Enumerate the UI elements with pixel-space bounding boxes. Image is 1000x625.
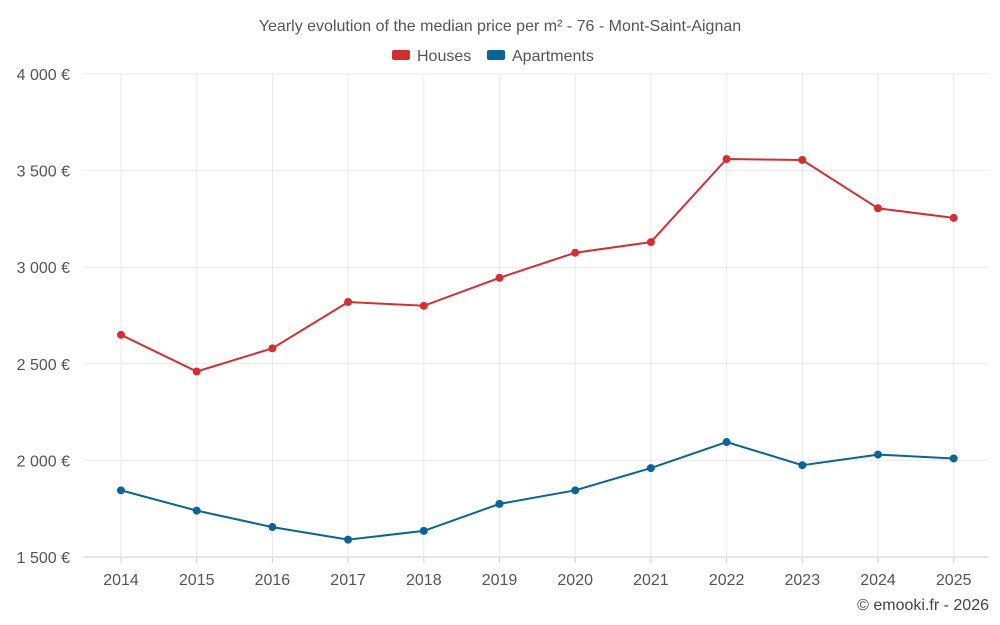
data-point-apartments bbox=[117, 486, 125, 495]
data-point-houses bbox=[344, 297, 353, 306]
x-tick-label: 2021 bbox=[633, 572, 669, 589]
y-axis: 1 500 € 2 000 € 2 500 € 3 000 € 3 500 € 4 000… bbox=[17, 67, 70, 567]
x-tick-label: 2023 bbox=[785, 572, 821, 589]
series-line-houses bbox=[120, 157, 954, 373]
data-point-apartments bbox=[722, 438, 731, 447]
data-point-apartments bbox=[419, 526, 428, 535]
data-point-houses bbox=[798, 155, 807, 164]
x-tick-label: 2018 bbox=[406, 572, 442, 589]
x-tick-label: 2022 bbox=[709, 572, 745, 589]
data-point-apartments bbox=[949, 454, 958, 463]
x-tick-label: 2017 bbox=[330, 572, 366, 589]
legend-swatch-houses bbox=[392, 50, 410, 60]
data-point-apartments bbox=[192, 506, 201, 515]
legend-label-apartments: Apartments bbox=[512, 48, 594, 65]
y-tick-label: 4 000 € bbox=[17, 67, 70, 84]
y-tick-label: 3 000 € bbox=[17, 260, 70, 277]
x-tick-label: 2015 bbox=[179, 572, 215, 589]
data-point-apartments bbox=[646, 464, 655, 473]
data-point-houses bbox=[192, 367, 201, 376]
legend-swatch-apartments bbox=[487, 50, 505, 60]
data-point-houses bbox=[722, 155, 731, 164]
data-point-houses bbox=[268, 344, 277, 353]
credit-text: © emooki.fr - 2026 bbox=[857, 597, 989, 614]
y-tick-label: 3 500 € bbox=[17, 164, 70, 181]
chart-legend: Houses Apartments bbox=[392, 48, 594, 65]
legend-label-houses: Houses bbox=[417, 48, 471, 65]
data-point-houses bbox=[874, 204, 882, 213]
y-tick-label: 2 000 € bbox=[17, 453, 70, 470]
y-tick-label: 1 500 € bbox=[17, 550, 70, 567]
x-tick-label: 2020 bbox=[557, 572, 593, 589]
data-point-apartments bbox=[268, 523, 277, 532]
chart-series bbox=[117, 155, 958, 544]
data-point-houses bbox=[646, 238, 655, 247]
chart-grid bbox=[83, 73, 989, 558]
data-point-apartments bbox=[798, 461, 807, 470]
x-tick-label: 2024 bbox=[860, 572, 896, 589]
data-point-houses bbox=[117, 330, 125, 339]
data-point-apartments bbox=[495, 499, 504, 508]
data-point-houses bbox=[495, 273, 504, 282]
data-point-houses bbox=[949, 213, 958, 222]
x-tick-label: 2014 bbox=[103, 572, 139, 589]
x-tick-label: 2019 bbox=[482, 572, 518, 589]
x-tick-label: 2016 bbox=[255, 572, 291, 589]
data-point-apartments bbox=[874, 450, 882, 459]
series-line-apartments bbox=[120, 440, 954, 541]
data-point-houses bbox=[571, 248, 580, 257]
data-point-apartments bbox=[571, 486, 580, 495]
x-axis: 2014 2015 2016 2017 2018 2019 2020 2021 2022 2023… bbox=[103, 557, 972, 589]
chart-title: Yearly evolution of the median price per… bbox=[259, 18, 741, 35]
data-point-houses bbox=[419, 301, 428, 310]
y-tick-label: 2 500 € bbox=[17, 357, 70, 374]
data-point-apartments bbox=[344, 535, 353, 544]
x-tick-label: 2025 bbox=[936, 572, 972, 589]
